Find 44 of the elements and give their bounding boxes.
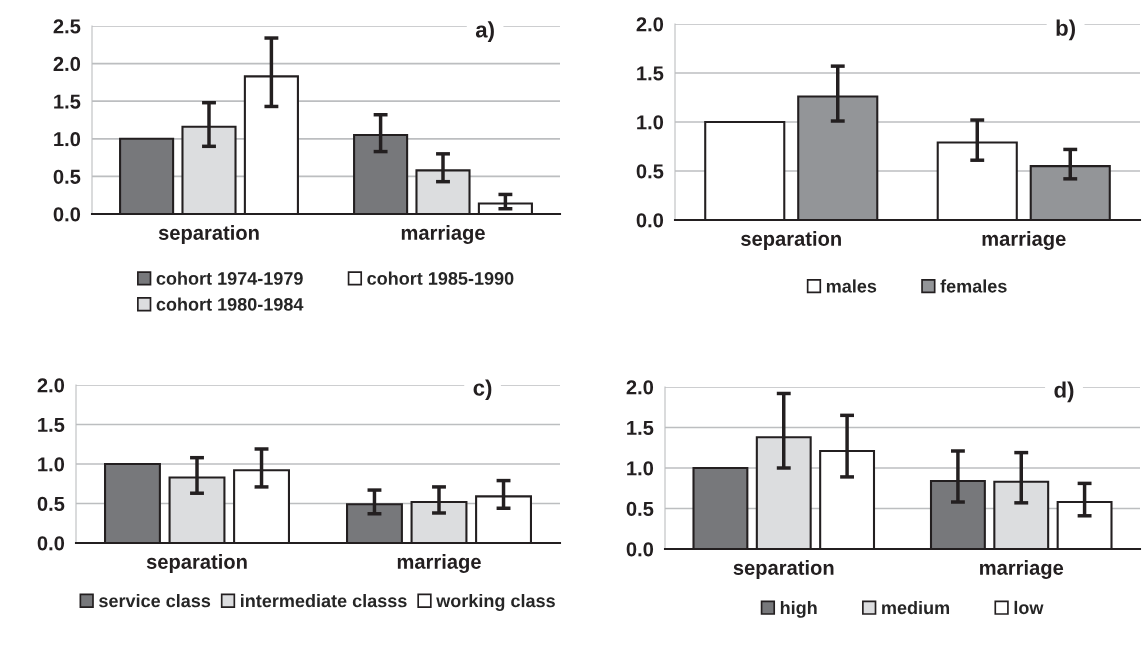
legend-label: high (780, 600, 817, 618)
x-tick-label: marriage (982, 231, 1066, 250)
legend-label: males (826, 279, 877, 293)
legend-label: working class (436, 594, 555, 611)
y-tick-label: 2.0 (626, 380, 654, 395)
x-tick-label: separation (733, 560, 834, 579)
chart-title: c) (473, 379, 492, 401)
y-tick-label: 1.0 (627, 461, 654, 476)
legend-label: cohort 1980-1984 (156, 297, 304, 311)
y-tick-label: 0.5 (636, 164, 664, 179)
legend-label: cohort 1985-1990 (367, 271, 514, 285)
y-tick-label: 2.0 (53, 56, 81, 72)
chart-title: b) (1056, 19, 1075, 41)
y-tick-label: 1.5 (54, 94, 81, 109)
y-tick-label: 0.0 (37, 536, 65, 551)
x-tick-label: separation (158, 225, 259, 244)
legend-label: medium (882, 600, 950, 615)
y-tick-label: 1.0 (54, 132, 81, 147)
y-tick-label: 0.0 (636, 213, 664, 228)
y-tick-label: 0.0 (626, 542, 654, 557)
legend-label: low (1014, 600, 1044, 615)
x-tick-label: marriage (980, 560, 1064, 579)
x-tick-label: separation (146, 554, 247, 573)
legend-label: intermediate classs (241, 594, 407, 608)
y-tick-label: 0.0 (53, 207, 81, 222)
y-tick-label: 0.5 (626, 501, 654, 516)
legend-label: service class (99, 594, 211, 608)
legend-label: females (940, 279, 1007, 293)
y-tick-label: 2.5 (53, 19, 81, 34)
y-tick-label: 2.0 (636, 17, 664, 32)
x-tick-label: separation (741, 231, 841, 250)
chart-title: d) (1054, 381, 1074, 403)
y-tick-label: 0.5 (37, 496, 65, 511)
legend-label: cohort 1974-1979 (156, 271, 303, 285)
chart-title: a) (475, 21, 494, 42)
y-tick-label: 1.0 (637, 115, 664, 130)
x-tick-label: marriage (397, 554, 481, 573)
y-tick-label: 1.5 (627, 420, 654, 435)
x-tick-label: marriage (401, 225, 485, 244)
y-tick-label: 1.0 (38, 457, 65, 472)
y-tick-label: 2.0 (37, 378, 65, 393)
y-tick-label: 0.5 (53, 169, 81, 184)
y-tick-label: 1.5 (38, 417, 65, 432)
y-tick-label: 1.5 (637, 66, 664, 81)
